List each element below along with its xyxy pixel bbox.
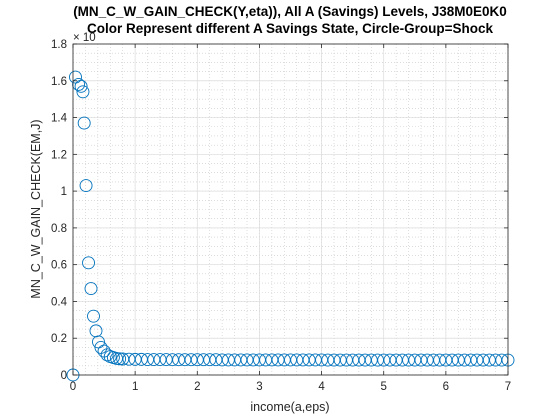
y-tick-label: 1.6 bbox=[51, 76, 67, 88]
x-tick-label: 6 bbox=[443, 381, 449, 393]
y-tick-label: 1.8 bbox=[51, 39, 67, 51]
x-tick-label: 3 bbox=[256, 381, 262, 393]
chart-title: (MN_C_W_GAIN_CHECK(Y,eta)), All A (Savin… bbox=[73, 4, 507, 19]
x-tick-label: 2 bbox=[194, 381, 200, 393]
y-exponent-label: × 10 bbox=[73, 32, 96, 44]
data-point bbox=[79, 179, 93, 193]
x-tick-label: 4 bbox=[318, 381, 325, 393]
data-point bbox=[100, 348, 114, 362]
y-tick-label: 0.6 bbox=[51, 260, 67, 272]
data-point bbox=[77, 116, 91, 130]
x-tick-labels: 0 1 2 3 4 5 6 7 bbox=[70, 381, 511, 393]
x-tick-label: 7 bbox=[505, 381, 511, 393]
plot-frame bbox=[72, 43, 509, 376]
x-tick-label: 1 bbox=[132, 381, 138, 393]
axis-ticks bbox=[72, 43, 509, 376]
data-point bbox=[74, 79, 88, 93]
chart-subtitle: Color Represent different A Savings Stat… bbox=[87, 21, 493, 36]
y-tick-label: 0.8 bbox=[51, 223, 67, 235]
data-point bbox=[87, 309, 100, 323]
y-tick-label: 1.2 bbox=[51, 149, 67, 161]
data-point bbox=[113, 352, 127, 366]
data-point bbox=[82, 256, 95, 270]
x-tick-label: 0 bbox=[70, 381, 76, 393]
y-tick-labels: 0 0.2 0.4 0.6 0.8 1 1.2 1.4 1.6 1.8 bbox=[51, 39, 68, 382]
y-tick-label: 0 bbox=[61, 370, 67, 382]
y-axis-label: MN_C_W_GAIN_CHECK(EM,J) bbox=[29, 119, 43, 298]
data-point bbox=[72, 78, 86, 91]
y-tick-label: 1.4 bbox=[51, 113, 68, 125]
data-point bbox=[84, 282, 98, 296]
x-tick-label: 5 bbox=[381, 381, 387, 393]
y-tick-label: 0.2 bbox=[51, 333, 67, 345]
x-axis-label: income(a,eps) bbox=[250, 400, 329, 414]
data-point bbox=[76, 85, 90, 99]
data-points bbox=[66, 70, 515, 382]
y-tick-label: 1 bbox=[61, 186, 67, 198]
y-tick-label: 0.4 bbox=[51, 296, 68, 308]
